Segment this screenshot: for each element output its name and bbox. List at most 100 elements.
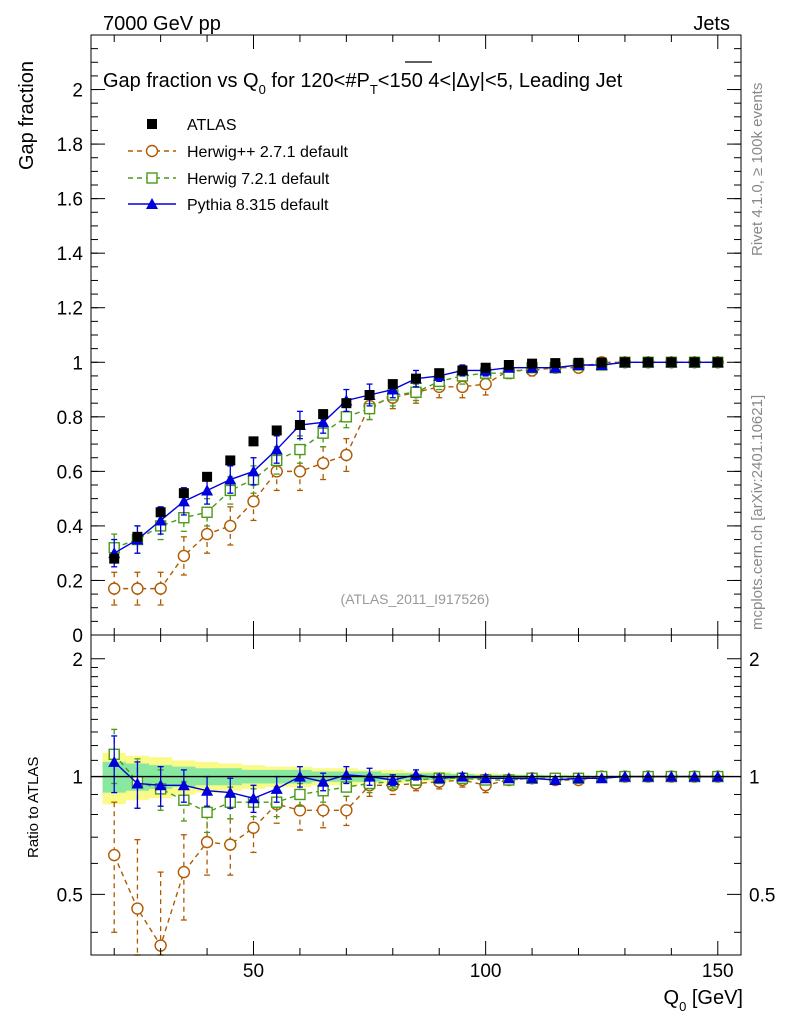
- pythia-8-315-default-ratio-point: [572, 772, 585, 784]
- y-tick-label: 0.4: [57, 517, 84, 538]
- atlas-point: [550, 358, 561, 369]
- x-tick-label: 100: [470, 961, 502, 982]
- atlas-point: [666, 357, 677, 368]
- atlas-point: [643, 357, 654, 368]
- atlas-point: [225, 455, 236, 466]
- atlas-point: [689, 357, 700, 368]
- y-tick-label: 1: [72, 353, 83, 374]
- x-tick-label: 150: [702, 961, 734, 982]
- atlas-point: [132, 531, 143, 542]
- atlas-point: [109, 553, 120, 564]
- ratio-tick-label-right: 1: [749, 768, 760, 789]
- herwig-2-7-1-default-point: [456, 380, 469, 394]
- pythia-8-315-default-point: [201, 484, 214, 496]
- legend-marker-atlas: [147, 119, 157, 129]
- atlas-point: [434, 368, 445, 379]
- herwig-7-2-1-default-point: [410, 386, 422, 398]
- ratio-tick-label: 0.5: [57, 885, 83, 906]
- side-mcplots-label: mcplots.cern.ch [arXiv:2401.10621]: [749, 395, 766, 630]
- legend-label-herwig-2-7-1-default: Herwig++ 2.7.1 default: [187, 144, 349, 161]
- herwig-2-7-1-default-point: [108, 582, 121, 595]
- atlas-point: [503, 360, 514, 370]
- herwig-2-7-1-default-point: [247, 495, 260, 508]
- y-axis-label: Gap fraction: [16, 61, 38, 170]
- atlas-point: [178, 488, 189, 499]
- atlas-point: [411, 373, 421, 384]
- atlas-point: [596, 357, 607, 368]
- pythia-8-315-default-ratio-point: [201, 784, 214, 796]
- y-tick-label: 2: [72, 81, 83, 102]
- y-tick-label: 0.8: [57, 408, 83, 429]
- herwig-7-2-1-default-ratio-point: [201, 806, 213, 819]
- y-tick-label: 0: [72, 626, 83, 647]
- y-tick-label: 1.6: [57, 190, 83, 211]
- atlas-point: [573, 357, 584, 368]
- herwig-2-7-1-default-ratio-point: [247, 821, 260, 834]
- main-axis-ticks: 0 0.2 0.4 0.6 0.8 1 1.2 1.4 1.6 1.8 2: [57, 34, 741, 955]
- x-tick-label: 50: [243, 961, 264, 982]
- herwig-2-7-1-default-point: [200, 527, 214, 541]
- atlas-point: [294, 420, 305, 430]
- pythia-8-315-default-ratio-point: [247, 792, 260, 804]
- pythia-8-315-default-point: [154, 514, 167, 526]
- pythia-8-315-default-ratio-point: [224, 786, 237, 798]
- header-right: Jets: [693, 13, 730, 35]
- pythia-8-315-default-ratio-point: [433, 772, 446, 784]
- herwig-2-7-1-default-ratio-point: [316, 804, 330, 817]
- chart-title: Gap fraction vs Q0 for 120<#PT<150 4<|Δy…: [103, 70, 623, 97]
- pythia-8-315-default-ratio-point: [131, 777, 144, 789]
- herwig-2-7-1-default-point: [316, 456, 330, 470]
- legend-marker-herwig-2-7-1-default: [145, 144, 159, 158]
- pythia-8-315-default-point: [177, 495, 190, 507]
- atlas-point: [480, 362, 491, 373]
- y-tick-label: 1.2: [57, 299, 83, 320]
- legend-label-atlas: ATLAS: [187, 117, 237, 134]
- ratio-y-axis-label: Ratio to ATLAS: [25, 757, 42, 858]
- pythia-8-315-default-ratio-point: [595, 772, 608, 784]
- x-axis-label: Q0 [GeV]: [664, 987, 744, 1014]
- atlas-point: [364, 390, 375, 400]
- herwig-7-2-1-default-point: [340, 411, 353, 423]
- atlas-point: [248, 436, 259, 447]
- pythia-8-315-default-point: [317, 416, 330, 428]
- atlas-point: [619, 357, 630, 368]
- atlas-point: [387, 379, 398, 390]
- ratio-axis-ticks: 50 100 150 0.5 0.5 1 1 2 2: [57, 650, 776, 982]
- herwig-2-7-1-default-point: [154, 582, 167, 595]
- herwig-2-7-1-default-ratio-point: [177, 865, 191, 879]
- ratio-panel-frame: [90, 634, 742, 956]
- legend-label-herwig-7-2-1-default: Herwig 7.2.1 default: [187, 171, 330, 188]
- herwig-2-7-1-default-point: [340, 448, 353, 462]
- herwig-2-7-1-default-point: [293, 465, 307, 478]
- herwig-2-7-1-default-ratio-point: [108, 848, 121, 862]
- pythia-8-315-default-ratio-point: [154, 779, 167, 791]
- y-tick-label: 0.6: [57, 462, 83, 483]
- pythia-8-315-default-ratio-point: [386, 773, 399, 785]
- pythia-8-315-default-point: [247, 465, 260, 477]
- ratio-tick-label-right: 2: [749, 650, 760, 671]
- atlas-point: [712, 357, 723, 368]
- pythia-8-315-default-point: [270, 443, 283, 455]
- pythia-8-315-default-ratio-point: [108, 755, 121, 767]
- ratio-tick-label: 1: [72, 768, 83, 789]
- analysis-label: (ATLAS_2011_I917526): [341, 591, 490, 607]
- herwig-7-2-1-default-ratio-point: [294, 788, 306, 801]
- main-panel-content: [108, 356, 724, 606]
- pythia-8-315-default-ratio-point: [177, 779, 190, 791]
- y-tick-label: 1.8: [57, 135, 83, 156]
- herwig-2-7-1-default-point: [177, 549, 191, 563]
- herwig-2-7-1-default-point: [224, 519, 237, 533]
- legend: ATLAS Herwig++ 2.7.1 default Herwig 7.2.1 …: [128, 117, 349, 214]
- y-tick-label: 1.4: [57, 244, 84, 265]
- pythia-8-315-default-ratio-point: [479, 772, 492, 784]
- ratio-panel-content: [91, 728, 741, 956]
- pythia-8-315-default-ratio-point: [526, 772, 539, 784]
- ratio-tick-label: 2: [72, 650, 83, 671]
- atlas-point: [457, 365, 468, 376]
- legend-marker-herwig-7-2-1-default: [146, 172, 158, 184]
- atlas-point: [155, 507, 166, 518]
- legend-label-pythia-8-315-default: Pythia 8.315 default: [187, 197, 329, 214]
- herwig-7-2-1-default-point: [294, 443, 306, 456]
- herwig-2-7-1-default-point: [479, 377, 492, 391]
